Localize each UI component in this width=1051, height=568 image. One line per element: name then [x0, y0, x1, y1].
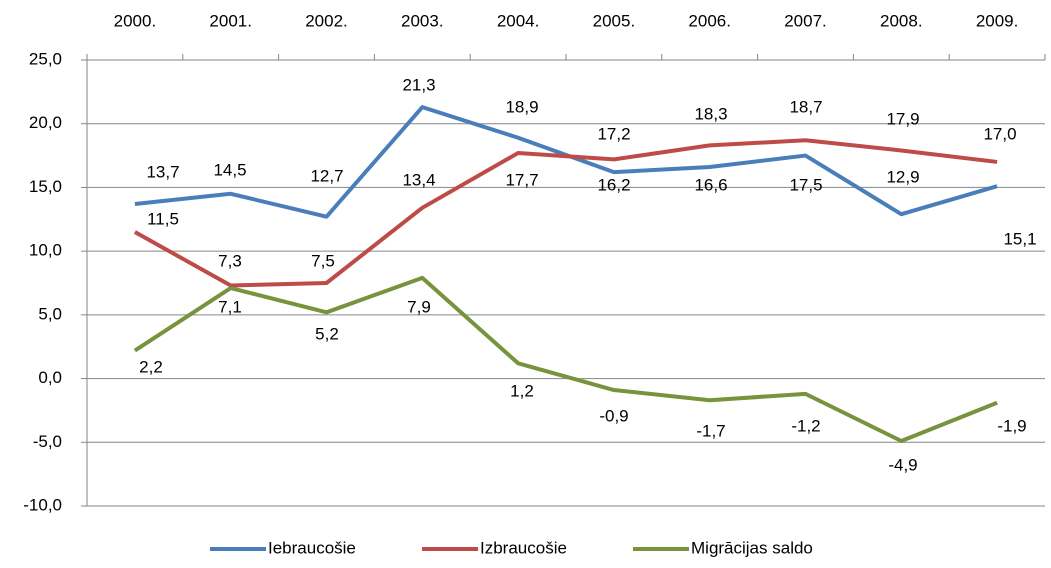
y-tick-label: 5,0	[38, 304, 62, 323]
data-label: -1,2	[791, 416, 820, 435]
data-label: 11,5	[147, 209, 179, 228]
y-tick-label: 10,0	[29, 241, 62, 260]
data-label: 17,7	[505, 170, 538, 189]
series-line	[133, 138, 998, 288]
x-tick-label: 2000.	[114, 11, 157, 30]
legend-label: Iebraucošie	[268, 538, 356, 557]
data-label: -1,9	[997, 416, 1026, 435]
y-tick-label: 20,0	[29, 113, 62, 132]
data-label: 17,5	[789, 175, 822, 194]
y-tick-label: -5,0	[33, 432, 62, 451]
x-tick-label: 2007.	[784, 11, 827, 30]
x-tick-label: 2002.	[305, 11, 348, 30]
data-label: 16,2	[597, 175, 630, 194]
data-label: 13,7	[146, 162, 179, 181]
x-tick-label: 2006.	[688, 11, 731, 30]
x-tick-label: 2008.	[880, 11, 923, 30]
data-label: 16,6	[694, 175, 727, 194]
data-label: 5,2	[315, 324, 339, 343]
data-label: 1,2	[510, 381, 534, 400]
data-label: 2,2	[139, 357, 163, 376]
data-label: 14,5	[213, 160, 246, 179]
data-label: 7,5	[311, 251, 335, 270]
y-tick-label: 15,0	[29, 177, 62, 196]
data-label: 21,3	[402, 75, 435, 94]
series-line	[133, 275, 998, 444]
x-tick-label: 2004.	[497, 11, 540, 30]
x-tick-label: 2005.	[593, 11, 636, 30]
data-label: 12,7	[310, 166, 343, 185]
data-label: 18,9	[505, 97, 538, 116]
legend-label: Migrācijas saldo	[691, 538, 813, 557]
x-tick-label: 2009.	[976, 11, 1019, 30]
legend-label: Izbraucošie	[480, 538, 567, 557]
data-label: 18,3	[694, 104, 727, 123]
data-label: 17,9	[886, 109, 919, 128]
data-label: -0,9	[599, 406, 628, 425]
x-tick-label: 2003.	[401, 11, 444, 30]
y-tick-label: -10,0	[23, 495, 62, 514]
y-tick-label: 25,0	[29, 49, 62, 68]
data-label: 18,7	[789, 97, 822, 116]
x-tick-label: 2001.	[209, 11, 252, 30]
y-tick-label: 0,0	[38, 368, 62, 387]
data-label: -4,9	[888, 455, 917, 474]
data-label: 17,2	[597, 124, 630, 143]
data-label: 12,9	[886, 167, 919, 186]
data-label: 15,1	[1003, 229, 1036, 248]
data-label: -1,7	[696, 421, 725, 440]
data-label: 7,3	[218, 251, 242, 270]
data-label: 17,0	[983, 124, 1016, 143]
data-label: 7,1	[218, 297, 242, 316]
data-label: 13,4	[402, 170, 435, 189]
data-label: 7,9	[407, 297, 431, 316]
